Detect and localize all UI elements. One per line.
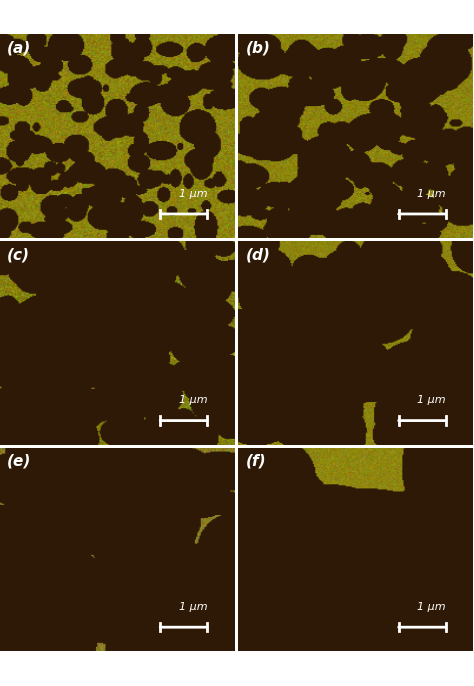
Text: 1 μm: 1 μm — [179, 602, 208, 612]
Text: (a): (a) — [7, 40, 31, 56]
Text: (f): (f) — [246, 453, 266, 469]
Text: 1 μm: 1 μm — [417, 189, 446, 198]
Text: (b): (b) — [246, 40, 270, 56]
Text: 1 μm: 1 μm — [179, 395, 208, 405]
Text: (d): (d) — [246, 247, 270, 262]
Text: 1 μm: 1 μm — [179, 189, 208, 198]
Text: (c): (c) — [7, 247, 30, 262]
Text: 1 μm: 1 μm — [417, 395, 446, 405]
Text: (e): (e) — [7, 453, 31, 469]
Text: 1 μm: 1 μm — [417, 602, 446, 612]
